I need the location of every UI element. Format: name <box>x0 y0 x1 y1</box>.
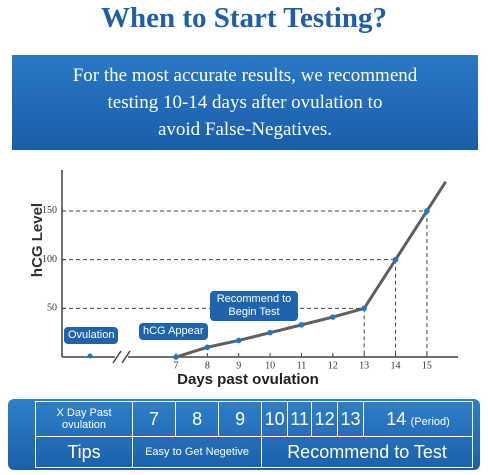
cell: 8 <box>175 401 220 437</box>
cell: 13 <box>337 401 364 437</box>
annotation: Ovulation <box>64 327 119 344</box>
x-tick-label: 13 <box>359 360 369 371</box>
cell: 7 <box>131 401 177 437</box>
banner-line: For the most accurate results, we recomm… <box>72 65 418 86</box>
point <box>392 256 399 263</box>
point <box>298 322 305 328</box>
cell: 14 (Period) <box>363 401 473 437</box>
y-tick-label: 50 <box>47 303 57 314</box>
cell: 12 <box>311 401 339 437</box>
cell: 10 <box>261 401 289 437</box>
cell-note: (Period) <box>410 415 450 428</box>
cell: X Day Past ovulation <box>35 401 133 437</box>
x-tick-label: 15 <box>422 360 432 371</box>
line <box>175 180 447 359</box>
point <box>330 314 336 320</box>
annotation: hCG Appear <box>139 323 208 340</box>
point <box>173 354 179 360</box>
y-tick-label: 150 <box>42 205 57 216</box>
tips-table: X Day Past ovulation 7 8 9 10 11 12 13 1… <box>8 399 480 470</box>
x-axis-title: Days past ovulation <box>177 371 319 388</box>
cell: Easy to Get Negetive <box>131 436 263 468</box>
point <box>204 344 211 351</box>
x-tick-label: 12 <box>328 360 338 371</box>
axis-break <box>112 350 122 364</box>
point <box>267 329 273 336</box>
point <box>424 208 430 214</box>
axis-break <box>121 350 131 364</box>
x-tick-label: 9 <box>236 360 241 371</box>
y-axis-title: hCG Level <box>29 203 46 277</box>
point <box>361 305 367 312</box>
chart: hCG Level Days past ovulation 50 100 150 7 8… <box>29 170 458 388</box>
x-tick-label: 10 <box>265 360 275 371</box>
cell: 11 <box>287 401 313 437</box>
cell: Tips <box>35 436 133 468</box>
point <box>235 337 242 344</box>
table: X Day Past ovulation 7 8 9 10 11 12 13 1… <box>35 401 473 468</box>
ovulation-dot <box>87 353 93 359</box>
title: When to Start Testing? <box>100 2 387 34</box>
x-tick-label: 8 <box>205 360 210 371</box>
banner-line: avoid False-Negatives. <box>157 119 333 140</box>
x-tick-label: 11 <box>297 360 307 371</box>
banner: For the most accurate results, we recomm… <box>12 55 478 150</box>
cell: Recommend to Test <box>261 436 473 468</box>
x-tick-label: 7 <box>174 360 179 371</box>
annotation: Recommend to Begin Test <box>210 291 298 321</box>
y-tick-label: 100 <box>42 254 57 265</box>
x-tick-label: 14 <box>391 360 401 371</box>
cell: 9 <box>218 401 263 437</box>
cell-day: 14 <box>386 408 407 429</box>
banner-line: testing 10-14 days after ovulation to <box>107 92 383 113</box>
